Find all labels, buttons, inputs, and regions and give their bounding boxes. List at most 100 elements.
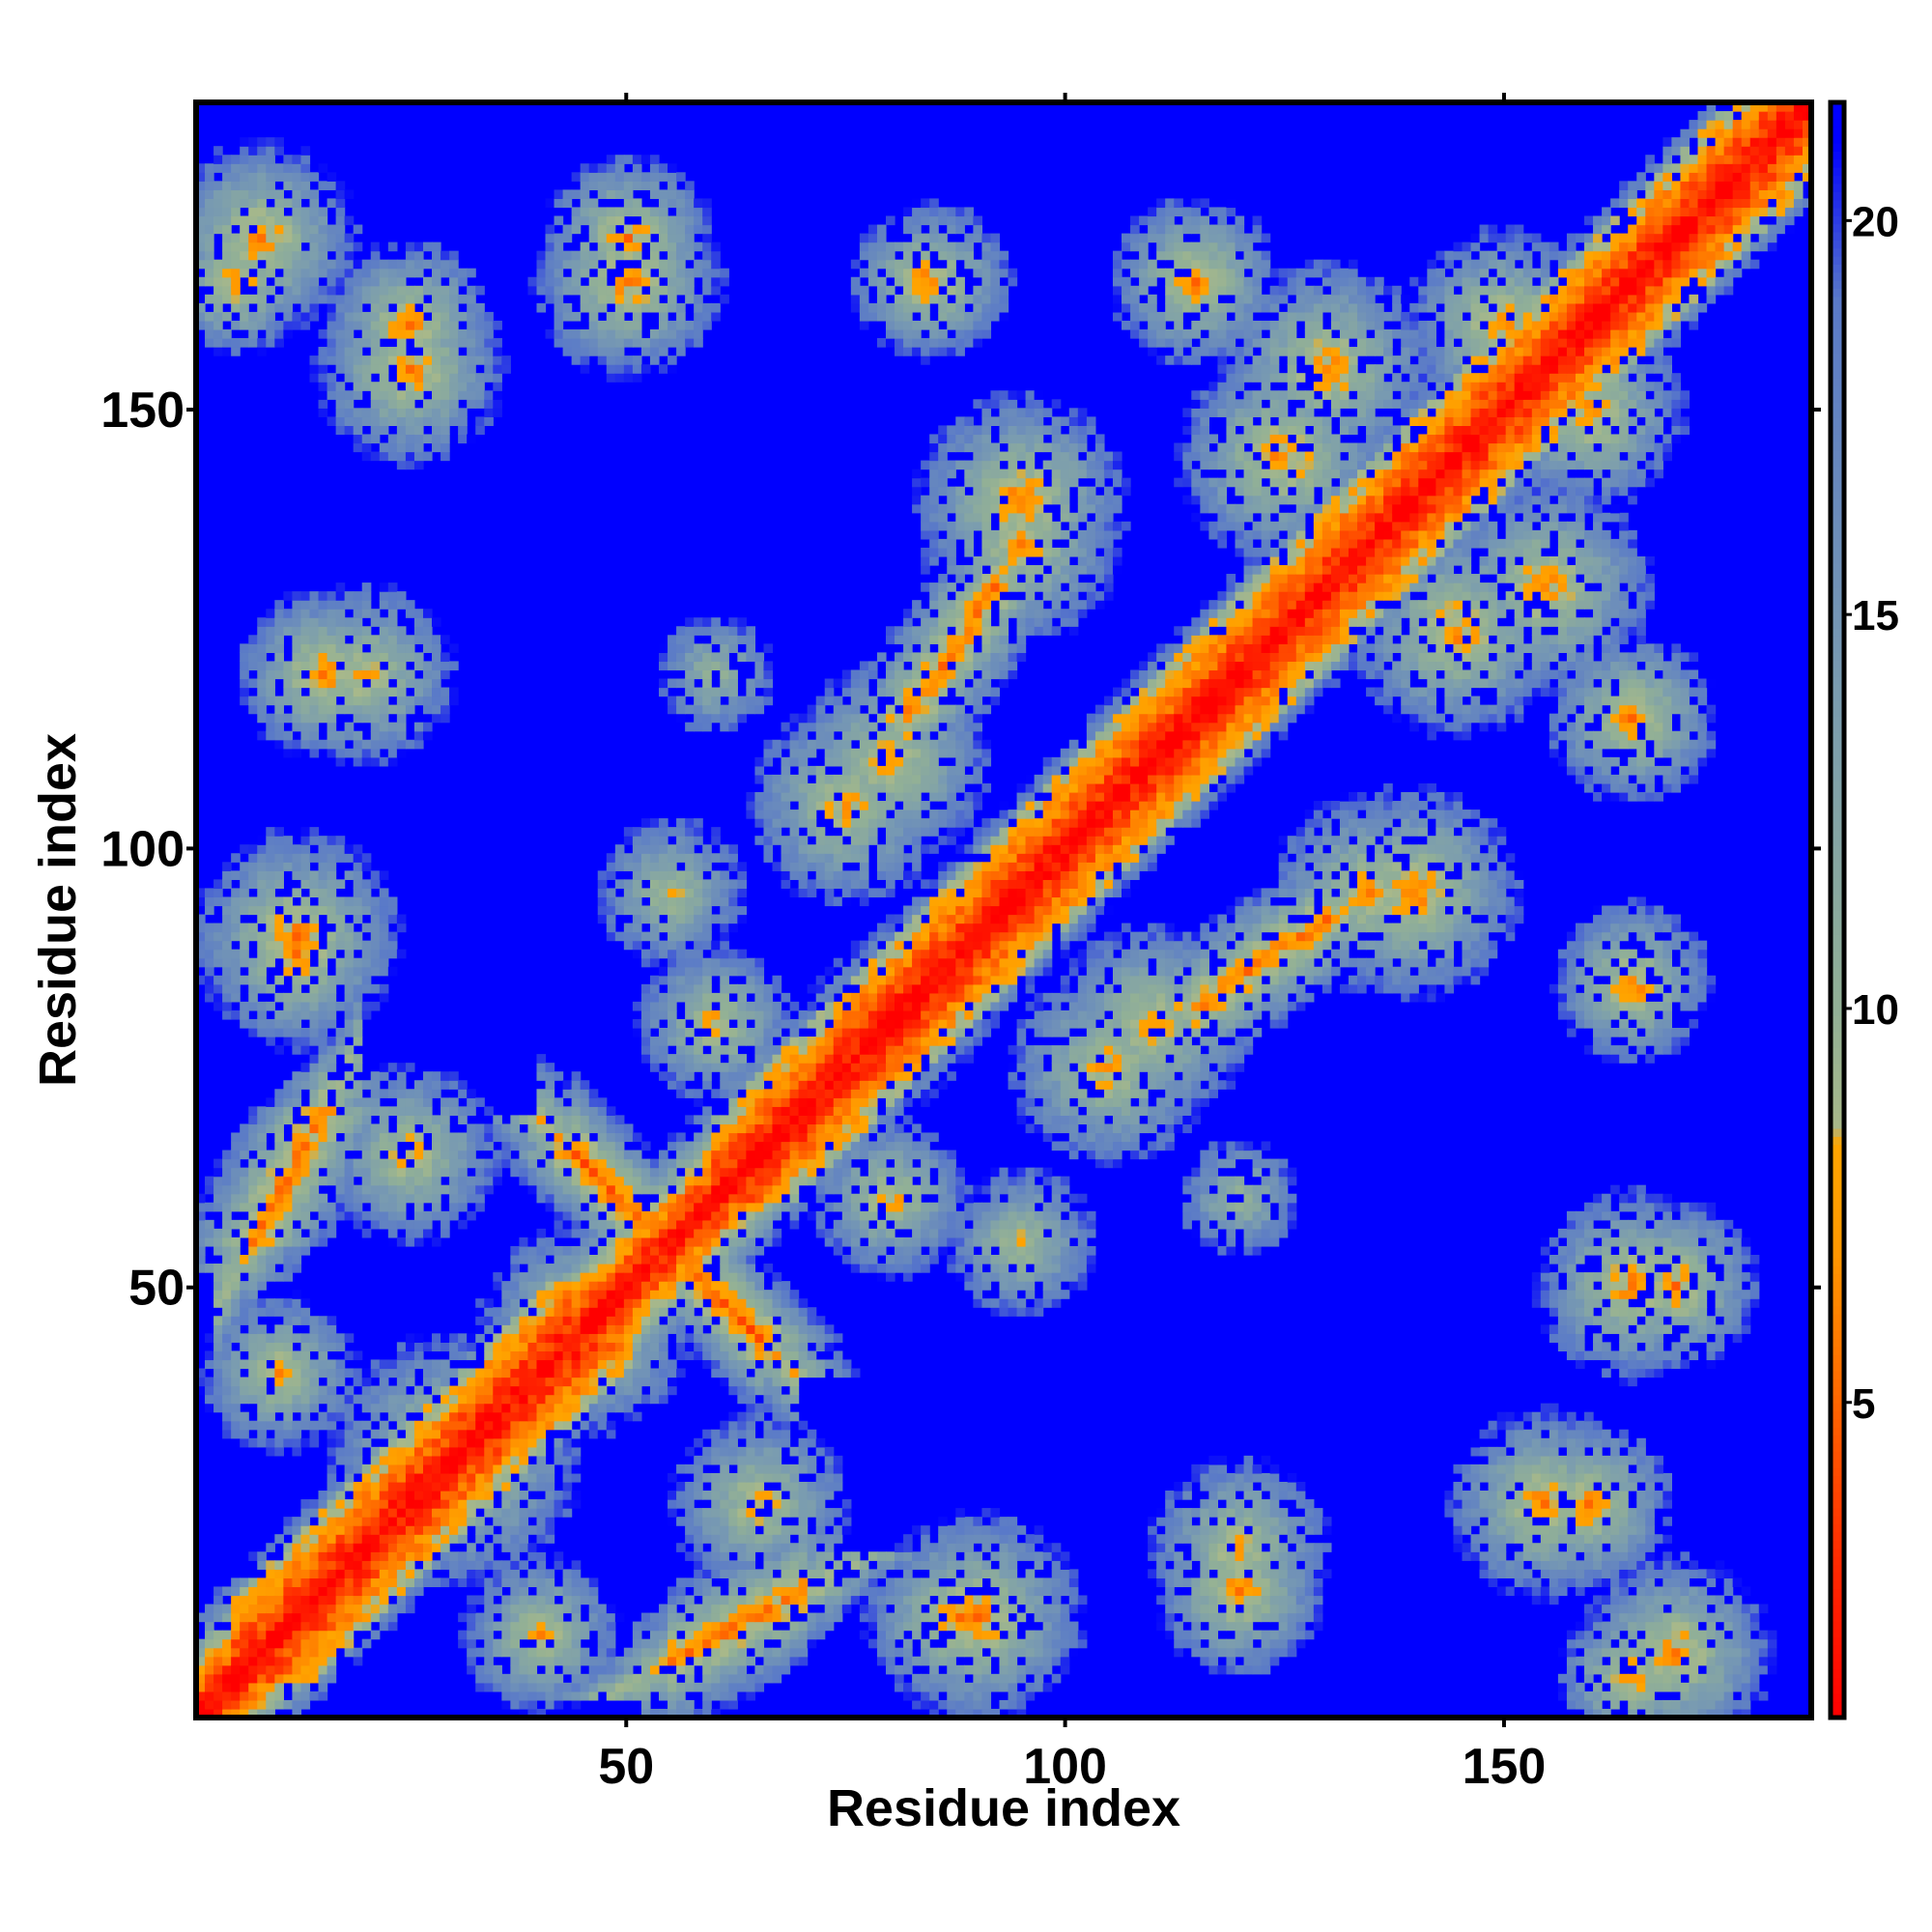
- heatmap-cell: [640, 1621, 651, 1632]
- heatmap-cell: [1610, 1586, 1620, 1597]
- heatmap-cell: [554, 1656, 564, 1666]
- heatmap-cell: [205, 1682, 214, 1692]
- heatmap-cell: [1575, 1543, 1585, 1552]
- heatmap-cell: [1548, 1491, 1559, 1500]
- heatmap-cell: [292, 1254, 302, 1264]
- heatmap-cell: [440, 1210, 450, 1221]
- heatmap-cell: [257, 1403, 267, 1413]
- heatmap-cell: [396, 259, 407, 270]
- heatmap-cell: [554, 1638, 564, 1649]
- heatmap-cell: [440, 434, 450, 444]
- heatmap-cell: [432, 1132, 441, 1143]
- heatmap-cell: [1767, 1647, 1777, 1658]
- heatmap-cell: [387, 1525, 398, 1535]
- heatmap-cell: [248, 1350, 258, 1361]
- heatmap-cell: [580, 1656, 590, 1666]
- heatmap-cell: [361, 1560, 372, 1570]
- heatmap-cell: [222, 1630, 232, 1640]
- heatmap-cell: [449, 1368, 459, 1378]
- heatmap-cell: [746, 1612, 756, 1623]
- heatmap-cell: [501, 1481, 511, 1492]
- heatmap-cell: [240, 862, 249, 871]
- heatmap-cell: [728, 1638, 738, 1649]
- heatmap-cell: [440, 1219, 450, 1230]
- heatmap-cell: [335, 905, 346, 916]
- heatmap-cell: [545, 1491, 555, 1500]
- heatmap-cell: [1235, 1638, 1245, 1649]
- heatmap-cell: [685, 1621, 695, 1632]
- heatmap-cell: [955, 1604, 965, 1614]
- heatmap-cell: [1741, 1612, 1751, 1623]
- heatmap-cell: [422, 669, 433, 680]
- heatmap-cell: [449, 250, 459, 261]
- heatmap-cell: [300, 1699, 311, 1710]
- heatmap-cell: [370, 1472, 381, 1483]
- heatmap-cell: [999, 1647, 1009, 1658]
- heatmap-cell: [668, 1656, 677, 1666]
- heatmap-cell: [947, 1664, 956, 1675]
- heatmap-cell: [1148, 1569, 1157, 1578]
- heatmap-cell: [231, 1184, 241, 1195]
- heatmap-cell: [694, 1543, 703, 1552]
- heatmap-cell: [1732, 1612, 1743, 1623]
- heatmap-cell: [1575, 1577, 1585, 1588]
- heatmap-cell: [396, 669, 407, 680]
- heatmap-cell: [545, 1569, 555, 1578]
- heatmap-cell: [510, 1455, 520, 1465]
- heatmap-cell: [1636, 1463, 1646, 1474]
- heatmap-cell: [545, 1682, 555, 1692]
- heatmap-cell: [720, 1551, 729, 1561]
- heatmap-cell: [536, 1708, 547, 1719]
- heatmap-cell: [283, 678, 294, 689]
- heatmap-cell: [396, 678, 407, 689]
- heatmap-cell: [1269, 1612, 1280, 1623]
- heatmap-cell: [361, 896, 372, 907]
- heatmap-cell: [353, 862, 363, 871]
- heatmap-cell: [309, 242, 320, 252]
- heatmap-cell: [318, 896, 328, 907]
- heatmap-cell: [632, 1630, 642, 1640]
- heatmap-cell: [562, 1472, 573, 1483]
- heatmap-cell: [1671, 1630, 1682, 1640]
- heatmap-cell: [240, 888, 249, 898]
- heatmap-cell: [222, 1009, 232, 1020]
- heatmap-cell: [353, 1481, 363, 1492]
- heatmap-cell: [668, 1638, 677, 1649]
- heatmap-cell: [440, 1551, 450, 1561]
- heatmap-cell: [292, 294, 302, 304]
- heatmap-cell: [912, 1560, 922, 1570]
- heatmap-cell: [370, 1158, 381, 1169]
- heatmap-cell: [240, 652, 249, 663]
- heatmap-cell: [257, 242, 267, 252]
- heatmap-cell: [876, 1560, 887, 1570]
- heatmap-cell: [396, 1534, 407, 1544]
- heatmap-cell: [1628, 1472, 1637, 1483]
- heatmap-cell: [921, 1647, 930, 1658]
- heatmap-cell: [1575, 1638, 1585, 1649]
- heatmap-cell: [1645, 1595, 1655, 1605]
- heatmap-cell: [309, 696, 320, 706]
- heatmap-cell: [1723, 1604, 1734, 1614]
- heatmap-cell: [318, 294, 328, 304]
- heatmap-cell: [432, 1089, 441, 1098]
- heatmap-cell: [240, 1699, 249, 1710]
- heatmap-cell: [815, 1481, 826, 1492]
- heatmap-cell: [300, 626, 311, 636]
- heatmap-cell: [396, 1446, 407, 1457]
- heatmap-cell: [300, 836, 311, 845]
- heatmap-cell: [554, 1586, 564, 1597]
- heatmap-cell: [344, 1517, 355, 1526]
- heatmap-cell: [449, 1193, 459, 1204]
- heatmap-cell: [432, 320, 441, 330]
- heatmap-cell: [274, 198, 284, 209]
- heatmap-cell: [335, 678, 346, 689]
- heatmap-cell: [1584, 1569, 1594, 1578]
- heatmap-cell: [1191, 1647, 1201, 1658]
- heatmap-cell: [196, 1236, 206, 1247]
- heatmap-cell: [867, 1604, 878, 1614]
- heatmap-cell: [990, 1525, 1001, 1535]
- heatmap-cell: [545, 1699, 555, 1710]
- heatmap-cell: [720, 1682, 729, 1692]
- heatmap-cell: [396, 643, 407, 653]
- heatmap-cell: [1165, 1595, 1175, 1605]
